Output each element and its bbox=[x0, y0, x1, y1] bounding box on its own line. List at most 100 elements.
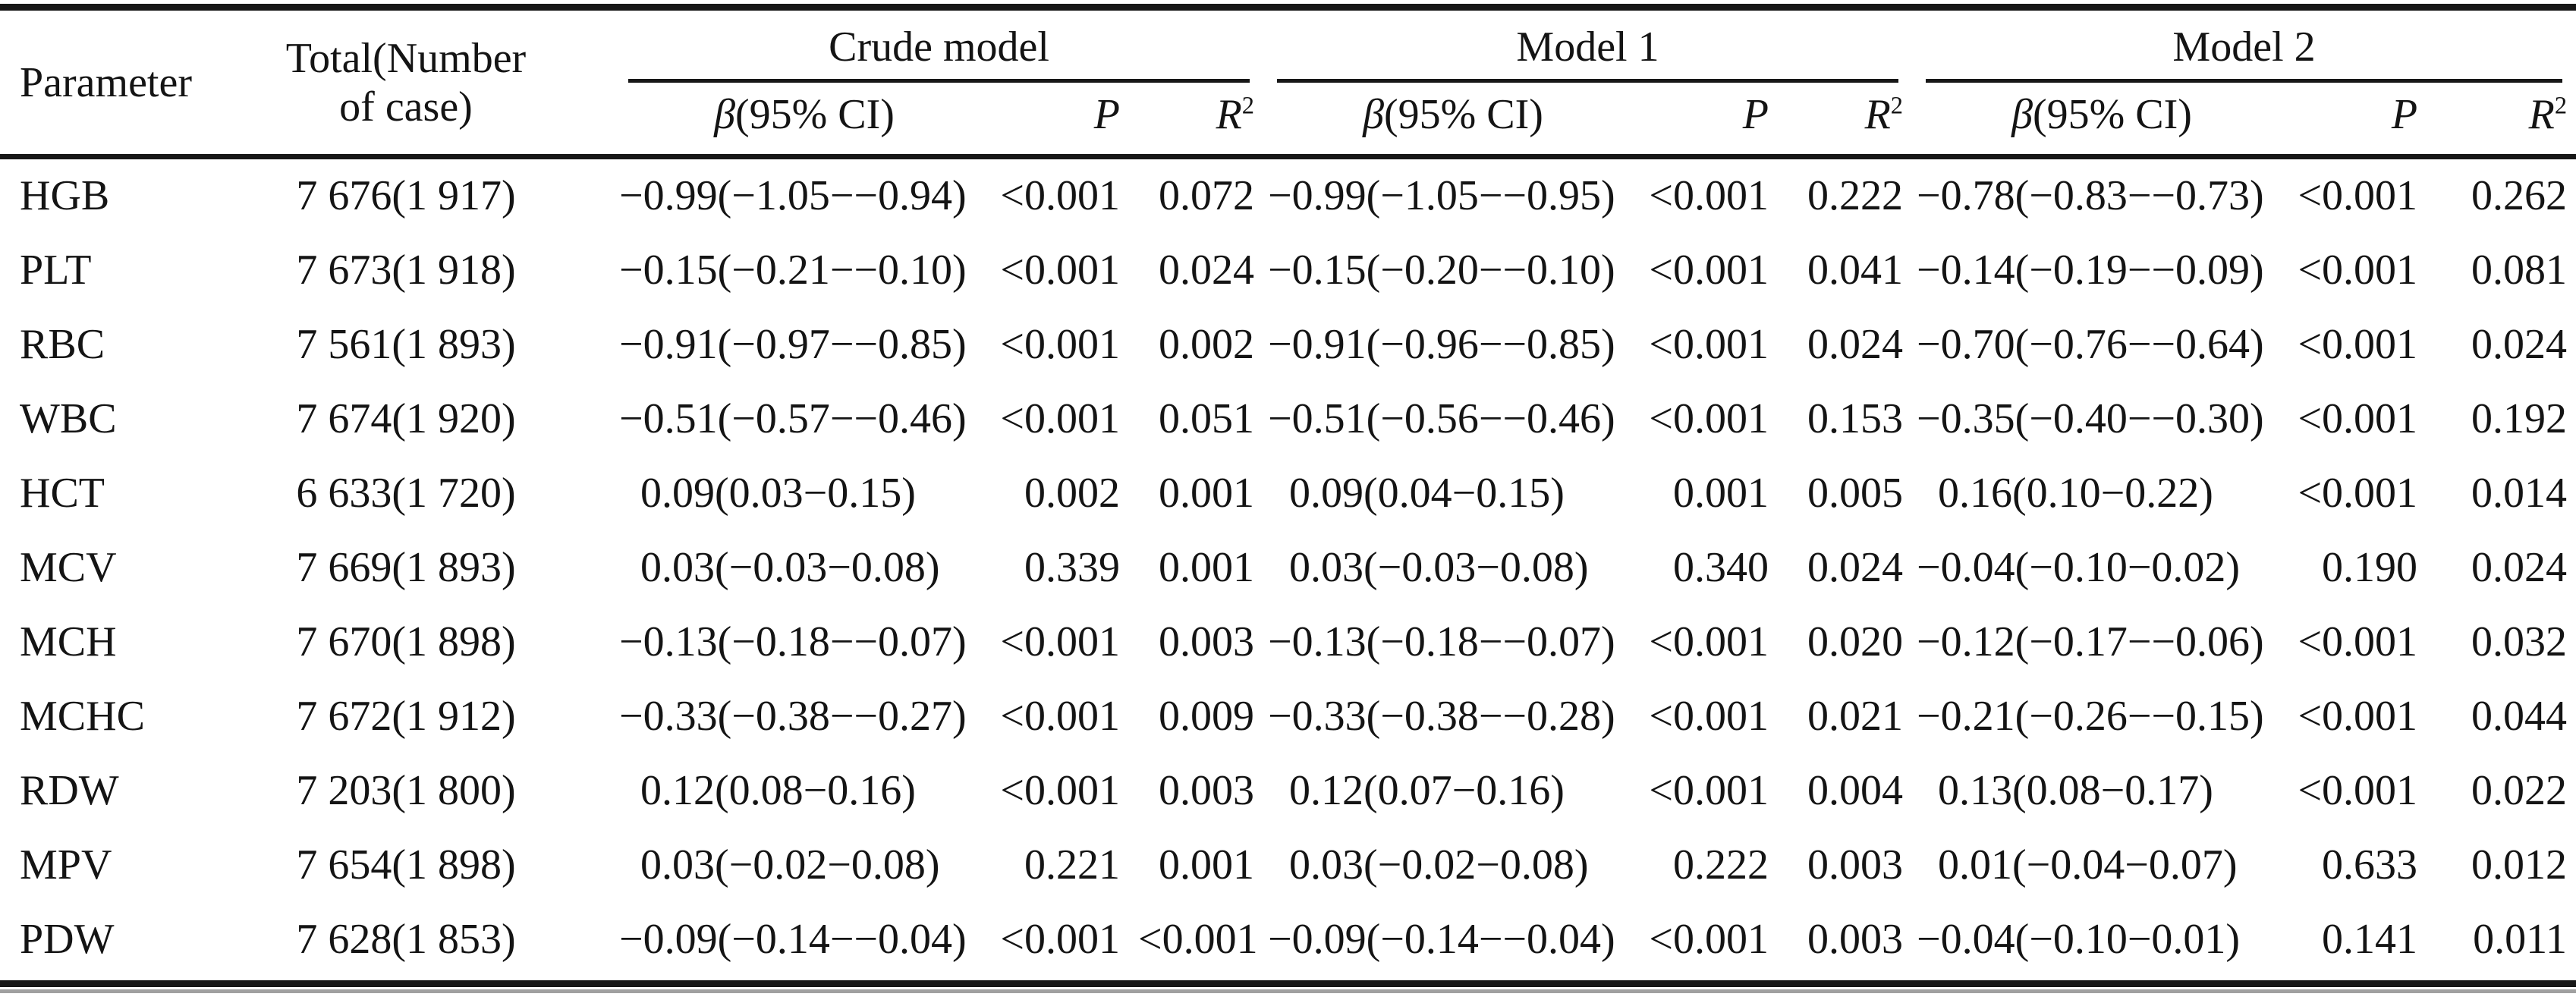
model2-beta-cell: 0.13(0.08−0.17) bbox=[1917, 767, 2213, 814]
crude-r2-cell: 0.001 bbox=[1159, 544, 1255, 591]
model1-r2-cell: 0.021 bbox=[1807, 693, 1904, 740]
model2-beta-cell: −0.35(−0.40−−0.30) bbox=[1917, 395, 2264, 442]
model2-p-cell: 0.190 bbox=[2322, 544, 2418, 591]
model2-beta-cell: −0.21(−0.26−−0.15) bbox=[1917, 693, 2264, 740]
crude-beta-cell: −0.09(−0.14−−0.04) bbox=[619, 916, 967, 963]
model1-beta-cell: 0.03(−0.03−0.08) bbox=[1268, 544, 1589, 591]
crude-r2-cell: 0.051 bbox=[1159, 395, 1255, 442]
model1-p-cell: <0.001 bbox=[1649, 693, 1769, 740]
model2-beta-cell: −0.78(−0.83−−0.73) bbox=[1917, 172, 2264, 219]
total-cell: 7 203(1 800) bbox=[296, 767, 516, 814]
beta-symbol: β bbox=[1363, 91, 1384, 138]
regression-table: Parameter Total(Number of case) Crude mo… bbox=[0, 4, 2576, 987]
model2-r2-cell: 0.011 bbox=[2473, 916, 2568, 963]
crude-r2-cell: 0.001 bbox=[1159, 841, 1255, 888]
crude-r2-cell: 0.003 bbox=[1159, 618, 1255, 665]
model1-r2-cell: 0.004 bbox=[1807, 767, 1904, 814]
model1-beta-cell: 0.03(−0.02−0.08) bbox=[1268, 841, 1589, 888]
parameter-cell: MCH bbox=[20, 618, 117, 665]
model1-beta-cell: 0.12(0.07−0.16) bbox=[1268, 767, 1565, 814]
crude-beta-cell: −0.99(−1.05−−0.94) bbox=[619, 172, 967, 219]
table-row: HCT 6 633(1 720) 0.09(0.03−0.15) 0.002 0.00… bbox=[0, 457, 2576, 531]
model2-r2-cell: 0.022 bbox=[2471, 767, 2568, 814]
model1-beta-cell: 0.09(0.04−0.15) bbox=[1268, 470, 1565, 517]
parameter-cell: MCHC bbox=[20, 693, 145, 740]
table-body: HGB 7 676(1 917) −0.99(−1.05−−0.94) <0.001 0… bbox=[0, 157, 2576, 984]
model1-beta-cell: −0.15(−0.20−−0.10) bbox=[1268, 247, 1615, 294]
header-sub-row: β(95% CI) P R2 β(95% CI) P R2 β(95% CI) … bbox=[0, 83, 2576, 159]
model1-beta-cell: −0.13(−0.18−−0.07) bbox=[1268, 618, 1615, 665]
header-group-row: Parameter Total(Number of case) Crude mo… bbox=[0, 7, 2576, 159]
table-row: MCV 7 669(1 893) 0.03(−0.03−0.08) 0.339 0.0… bbox=[0, 531, 2576, 605]
parameter-cell: PLT bbox=[20, 247, 92, 294]
model2-beta-cell: −0.04(−0.10−0.02) bbox=[1917, 544, 2241, 591]
model2-r2-cell: 0.192 bbox=[2471, 395, 2568, 442]
model2-beta-cell: −0.12(−0.17−−0.06) bbox=[1917, 618, 2264, 665]
total-cell: 7 672(1 912) bbox=[296, 693, 516, 740]
model2-r2-cell: 0.081 bbox=[2471, 247, 2568, 294]
parameter-cell: HCT bbox=[20, 470, 105, 517]
model1-r2-cell: 0.003 bbox=[1807, 916, 1904, 963]
table-row: RDW 7 203(1 800) 0.12(0.08−0.16) <0.001 0.0… bbox=[0, 754, 2576, 829]
total-cell: 7 669(1 893) bbox=[296, 544, 516, 591]
crude-model-header: Crude model bbox=[615, 8, 1263, 83]
total-cell: 7 561(1 893) bbox=[296, 321, 516, 368]
model1-r2-cell: 0.005 bbox=[1807, 470, 1904, 517]
crude-r2-header: R2 bbox=[1138, 83, 1264, 159]
total-header-line1: Total(Number bbox=[285, 34, 527, 82]
model2-r2-cell: 0.262 bbox=[2471, 172, 2568, 219]
model1-p-cell: <0.001 bbox=[1649, 321, 1769, 368]
total-cell: 7 654(1 898) bbox=[296, 841, 516, 888]
model2-beta-header: β(95% CI) bbox=[1912, 83, 2292, 159]
total-cell: 7 676(1 917) bbox=[296, 172, 516, 219]
total-cell: 7 628(1 853) bbox=[296, 916, 516, 963]
parameter-cell: RBC bbox=[20, 321, 105, 368]
crude-r2-cell: 0.003 bbox=[1159, 767, 1255, 814]
crude-p-cell: <0.001 bbox=[1000, 321, 1120, 368]
model2-beta-cell: −0.14(−0.19−−0.09) bbox=[1917, 247, 2264, 294]
crude-model-label: Crude model bbox=[628, 23, 1250, 83]
total-header-line2: of case) bbox=[339, 83, 473, 131]
model1-p-cell: <0.001 bbox=[1649, 916, 1769, 963]
model1-beta-cell: −0.09(−0.14−−0.04) bbox=[1268, 916, 1615, 963]
model1-header: Model 1 bbox=[1263, 8, 1912, 83]
crude-beta-header: β(95% CI) bbox=[615, 83, 994, 159]
parameter-header: Parameter bbox=[0, 7, 197, 159]
crude-beta-cell: 0.03(−0.02−0.08) bbox=[619, 841, 940, 888]
model1-p-cell: <0.001 bbox=[1649, 395, 1769, 442]
model1-p-cell: <0.001 bbox=[1649, 767, 1769, 814]
model1-beta-cell: −0.91(−0.96−−0.85) bbox=[1268, 321, 1615, 368]
total-header: Total(Number of case) bbox=[197, 7, 615, 159]
model2-beta-cell: 0.16(0.10−0.22) bbox=[1917, 470, 2213, 517]
model1-r2-cell: 0.020 bbox=[1807, 618, 1904, 665]
crude-p-cell: <0.001 bbox=[1000, 247, 1120, 294]
crude-p-cell: <0.001 bbox=[1000, 767, 1120, 814]
model1-beta-header: β(95% CI) bbox=[1263, 83, 1643, 159]
crude-p-cell: 0.002 bbox=[1024, 470, 1120, 517]
total-cell: 7 674(1 920) bbox=[296, 395, 516, 442]
model2-p-cell: <0.001 bbox=[2298, 470, 2418, 517]
crude-p-header: P bbox=[994, 83, 1138, 159]
parameter-cell: WBC bbox=[20, 395, 117, 442]
model1-label: Model 1 bbox=[1277, 23, 1899, 83]
model2-label: Model 2 bbox=[1926, 23, 2563, 83]
crude-beta-cell: −0.51(−0.57−−0.46) bbox=[619, 395, 967, 442]
model2-p-cell: <0.001 bbox=[2298, 693, 2418, 740]
parameter-cell: PDW bbox=[20, 916, 115, 963]
table-row: RBC 7 561(1 893) −0.91(−0.97−−0.85) <0.001 0… bbox=[0, 308, 2576, 382]
model1-p-cell: 0.222 bbox=[1673, 841, 1769, 888]
model2-r2-cell: 0.012 bbox=[2471, 841, 2568, 888]
crude-beta-cell: 0.03(−0.03−0.08) bbox=[619, 544, 940, 591]
total-cell: 6 633(1 720) bbox=[296, 470, 516, 517]
beta-symbol: β bbox=[714, 91, 735, 138]
model2-beta-cell: −0.70(−0.76−−0.64) bbox=[1917, 321, 2264, 368]
model2-r2-cell: 0.032 bbox=[2471, 618, 2568, 665]
model2-r2-cell: 0.014 bbox=[2471, 470, 2568, 517]
bottom-rule-shadow bbox=[0, 989, 2576, 993]
crude-beta-cell: −0.33(−0.38−−0.27) bbox=[619, 693, 967, 740]
crude-r2-cell: 0.002 bbox=[1159, 321, 1255, 368]
table-row: MCH 7 670(1 898) −0.13(−0.18−−0.07) <0.001 0… bbox=[0, 605, 2576, 680]
model2-r2-cell: 0.044 bbox=[2471, 693, 2568, 740]
crude-r2-cell: 0.009 bbox=[1159, 693, 1255, 740]
